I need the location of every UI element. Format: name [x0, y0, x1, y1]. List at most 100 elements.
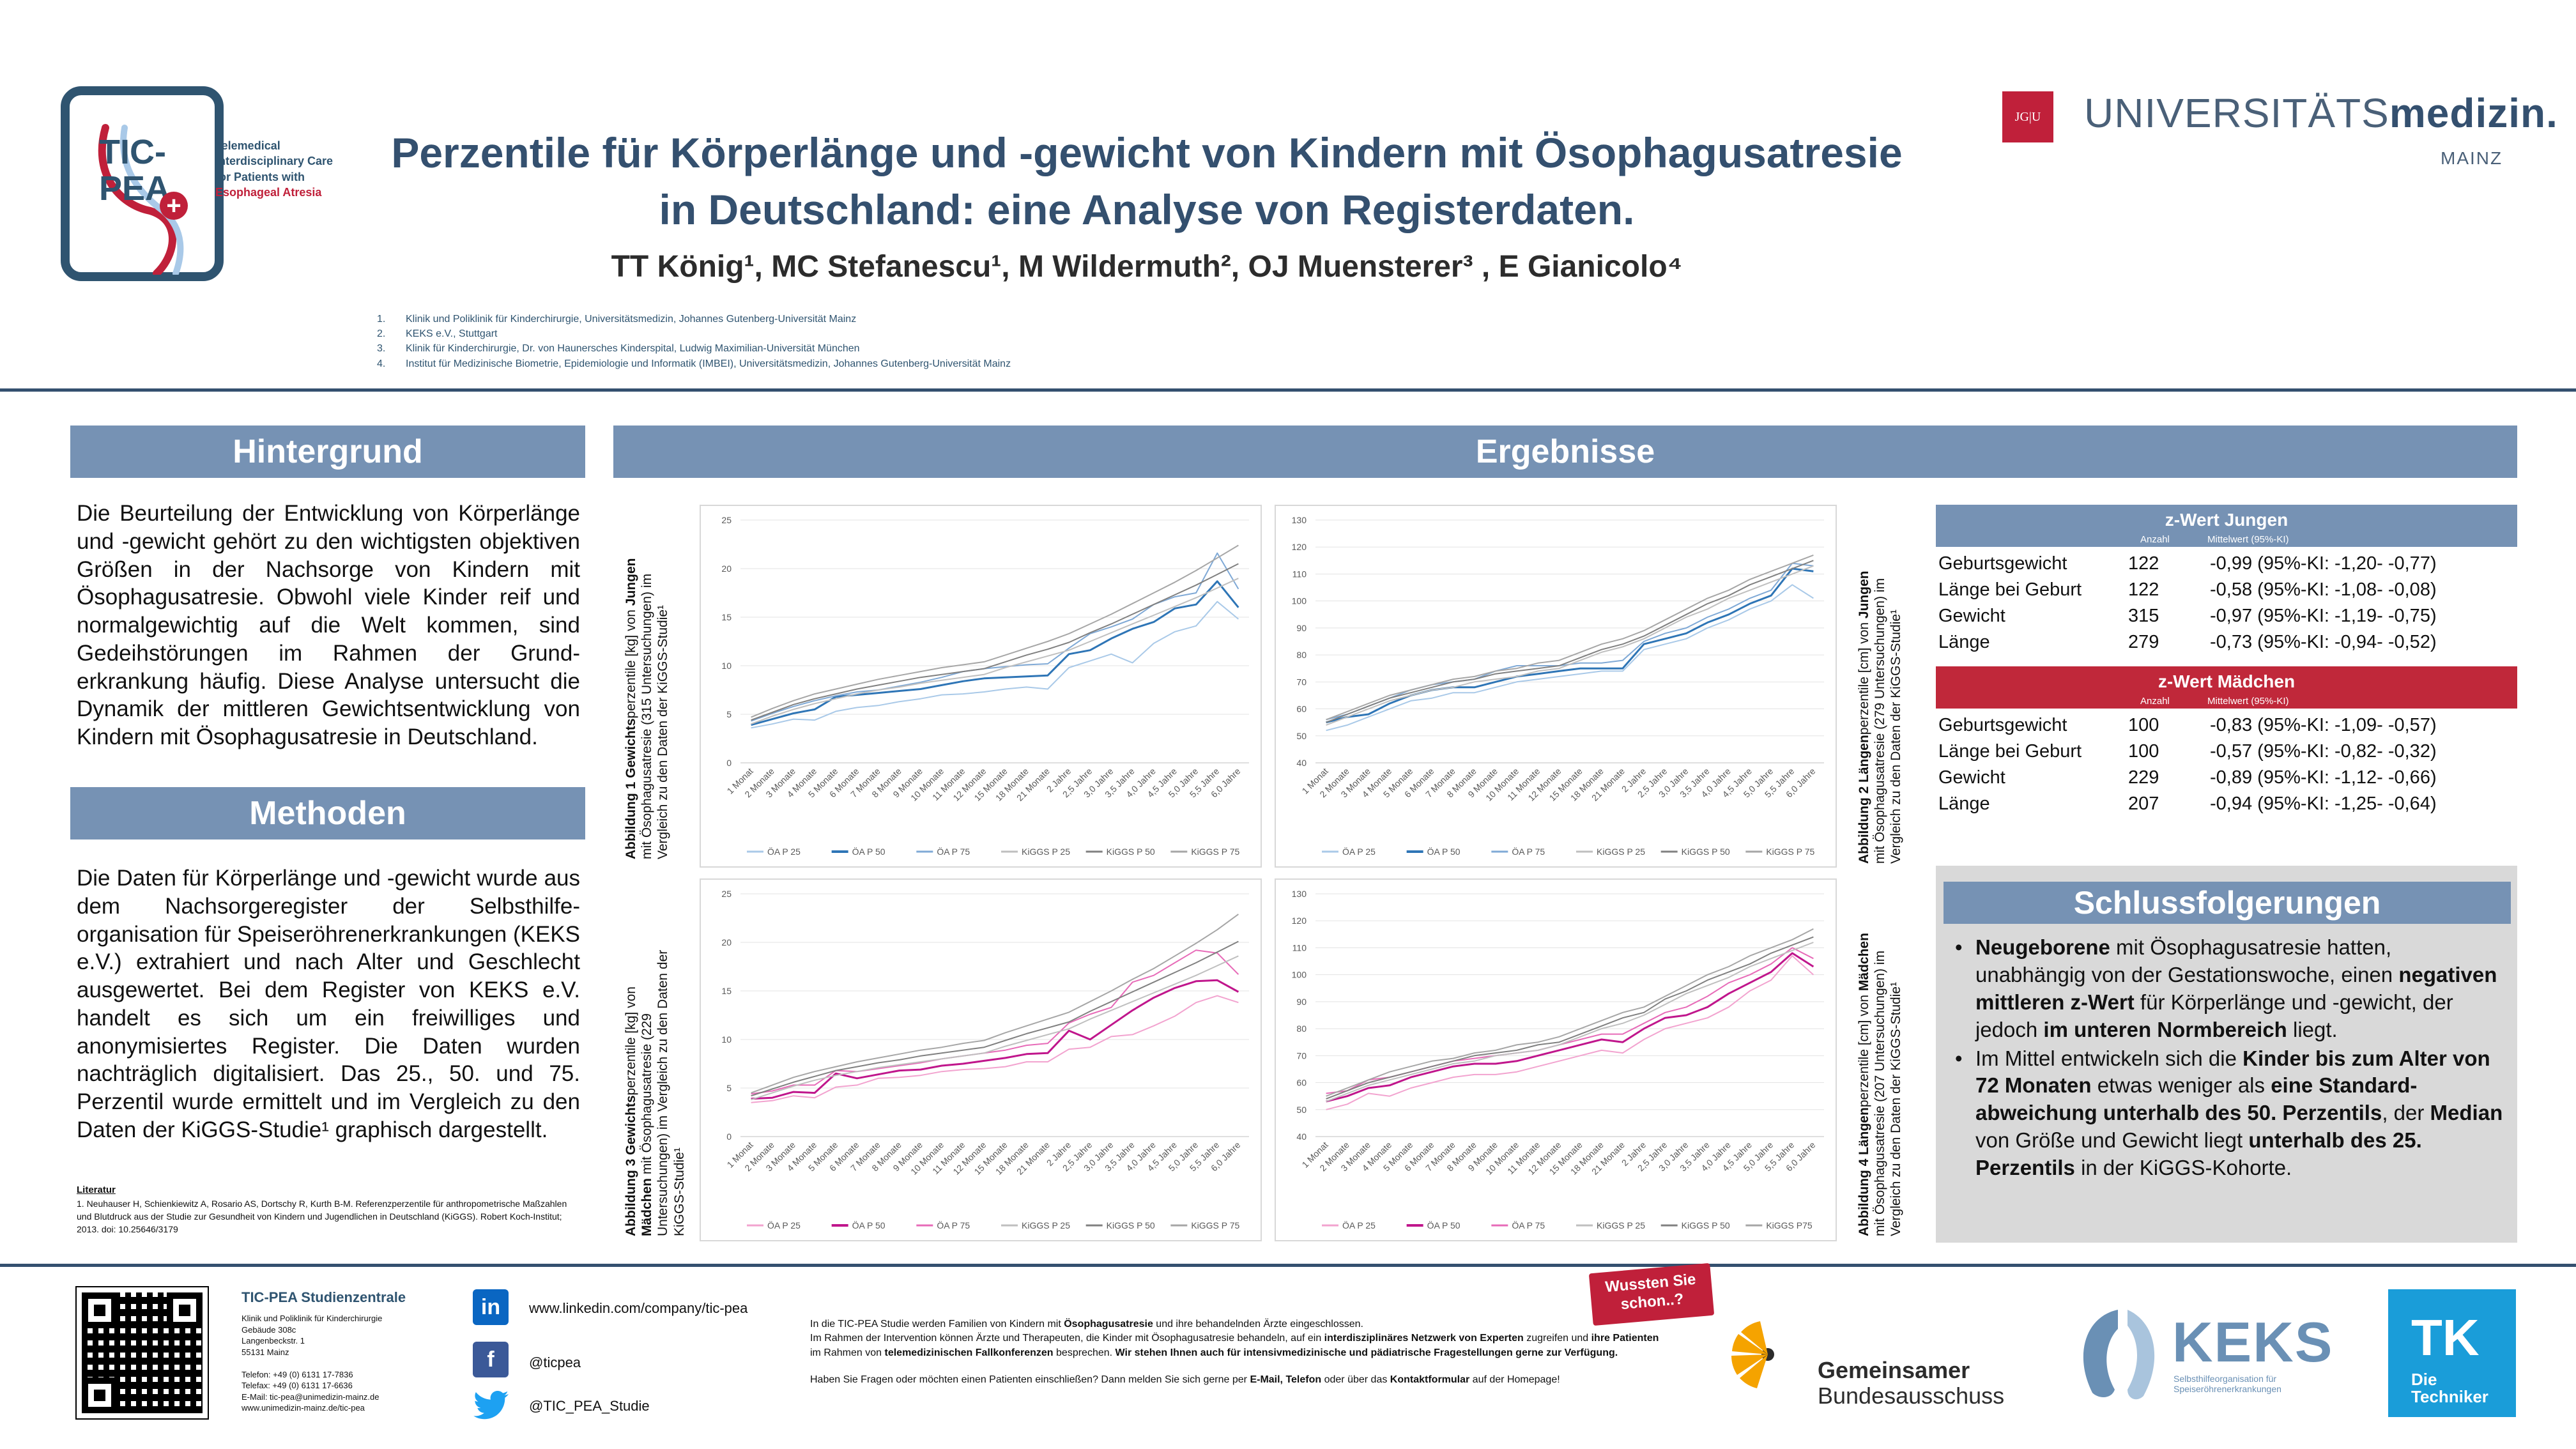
z-table-girls-header: z-Wert Mädchen Anzahl Mittelwert (95%-KI…	[1936, 666, 2517, 709]
z-row-value: -0,58 (95%-KI: -1,08- -0,08)	[2210, 579, 2437, 600]
z-row-value: -0,57 (95%-KI: -0,82- -0,32)	[2210, 741, 2437, 762]
y-tick-label: 15	[721, 986, 732, 996]
legend-label: ÖA P 75	[937, 846, 970, 857]
y-tick-label: 60	[1296, 1078, 1307, 1088]
authors: TT König¹, MC Stefanescu¹, M Wildermuth²…	[611, 250, 1683, 284]
z-row-label: Länge	[1938, 793, 1990, 814]
legend-label: ÖA P 75	[1512, 1220, 1545, 1230]
z-table-row: Gewicht 229 -0,89 (95%-KI: -1,12- -0,66)	[1938, 767, 2513, 790]
y-tick-label: 25	[721, 515, 732, 525]
z-row-value: -0,99 (95%-KI: -1,20- -0,77)	[2210, 553, 2437, 574]
z-row-label: Länge bei Geburt	[1938, 579, 2082, 600]
gba-logo-icon	[1731, 1321, 1774, 1388]
chart-weight-boys: 0 5 10 15 20 25 1 Monat 2 Monate 3 Monate 4 Monat…	[700, 505, 1262, 868]
z-row-count: 315	[2128, 606, 2159, 626]
y-tick-label: 130	[1292, 515, 1307, 525]
series-line	[1326, 554, 1814, 721]
y-tick-label: 80	[1296, 1023, 1307, 1034]
legend-label: ÖA P 75	[937, 1220, 970, 1230]
affiliation-item: 2. KEKS e.V., Stuttgart	[377, 328, 498, 340]
series-line	[1326, 584, 1814, 732]
legend-label: ÖA P 50	[1427, 846, 1460, 857]
y-tick-label: 5	[726, 709, 732, 719]
twitter-link[interactable]: @TIC_PEA_Studie	[529, 1398, 650, 1414]
legend-label: ÖA P 50	[852, 1220, 885, 1230]
literatur-text: 1. Neuhauser H, Schienkiewitz A, Rosario…	[77, 1198, 567, 1235]
tic-pea-logo-subtitle: Telemedical Interdisciplinary Care for P…	[215, 138, 333, 200]
conclusion-item: Neugeborene mit Ösophagusatresie hatten,…	[1955, 934, 2504, 1044]
series-line	[751, 995, 1239, 1103]
z-table-row: Gewicht 315 -0,97 (95%-KI: -1,19- -0,75)	[1938, 606, 2513, 629]
z-table-row: Geburtsgewicht 100 -0,83 (95%-KI: -1,09- -…	[1938, 715, 2513, 738]
keks-logo-text: KEKS	[2172, 1310, 2334, 1374]
qr-code[interactable]	[75, 1286, 209, 1420]
legend-label: KiGGS P75	[1766, 1220, 1813, 1230]
header-divider	[0, 388, 2576, 392]
title-line2: in Deutschland: eine Analyse von Registe…	[659, 186, 1635, 234]
legend-label: ÖA P 25	[1342, 1220, 1376, 1230]
hintergrund-text: Die Beurteilung der Entwicklung von Körp…	[77, 501, 580, 749]
series-line	[751, 563, 1239, 721]
series-line	[751, 578, 1239, 725]
z-row-value: -0,94 (95%-KI: -1,25- -0,64)	[2210, 793, 2437, 814]
y-tick-label: 110	[1292, 942, 1307, 953]
y-tick-label: 50	[1296, 731, 1307, 741]
z-row-count: 100	[2128, 715, 2159, 735]
y-tick-label: 0	[726, 1131, 732, 1142]
z-row-label: Geburtsgewicht	[1938, 553, 2067, 574]
y-tick-label: 100	[1292, 596, 1307, 606]
methoden-text: Die Daten für Körperlänge und -gewicht w…	[77, 866, 580, 1142]
z-table-boys-header: z-Wert Jungen Anzahl Mittelwert (95%-KI)	[1936, 505, 2517, 547]
z-row-count: 122	[2128, 553, 2159, 574]
legend-label: KiGGS P 25	[1022, 1220, 1070, 1230]
series-line	[751, 544, 1239, 718]
logo-name-line2: PEA	[99, 169, 171, 208]
z-table-row: Länge bei Geburt 122 -0,58 (95%-KI: -1,08-…	[1938, 579, 2513, 602]
linkedin-link[interactable]: www.linkedin.com/company/tic-pea	[529, 1300, 748, 1316]
affiliation-item: 4. Institut für Medizinische Biometrie, E…	[377, 358, 1011, 369]
footer-tic-title: TIC-PEA Studienzentrale	[241, 1289, 406, 1305]
series-line	[1326, 928, 1814, 1097]
y-tick-label: 120	[1292, 916, 1307, 926]
conclusions-list: Neugeborene mit Ösophagusatresie hatten,…	[1955, 934, 2504, 1183]
poster-title: Perzentile für Körperlänge und -gewicht …	[358, 125, 1936, 238]
linkedin-icon[interactable]: in	[473, 1289, 509, 1325]
tic-pea-logo-frame	[61, 86, 224, 281]
logo-sub-line3: for Patients with	[215, 170, 305, 183]
z-row-value: -0,89 (95%-KI: -1,12- -0,66)	[2210, 767, 2437, 788]
legend-label: ÖA P 50	[852, 846, 885, 857]
footer-address: Klinik und Poliklinik für Kinderchirurgi…	[241, 1314, 383, 1413]
y-tick-label: 40	[1296, 1131, 1307, 1142]
series-line	[1326, 936, 1814, 1100]
chart-length-girls: 40 50 60 70 80 90 100 110 120 130 1 Monat 2 Monate 3…	[1275, 878, 1837, 1241]
footer-info-text: In die TIC-PEA Studie werden Familien vo…	[810, 1319, 1659, 1386]
legend-label: ÖA P 25	[1342, 846, 1376, 857]
wussten-sie-schon-badge: Wussten Sie schon..?	[1588, 1262, 1715, 1326]
tk-logo: TK Die Techniker	[2388, 1289, 2516, 1417]
y-tick-label: 40	[1296, 758, 1307, 768]
gba-logo-text: Gemeinsamer Bundesausschuss	[1818, 1357, 2005, 1409]
literatur: Literatur 1. Neuhauser H, Schienkiewitz …	[77, 1183, 581, 1236]
twitter-icon[interactable]	[473, 1388, 511, 1423]
z-row-label: Gewicht	[1938, 606, 2005, 626]
section-heading-schlussfolgerungen: Schlussfolgerungen	[1943, 882, 2511, 924]
z-row-count: 229	[2128, 767, 2159, 788]
title-line1: Perzentile für Körperlänge und -gewicht …	[391, 129, 1903, 176]
series-line	[751, 580, 1239, 726]
z-table-row: Länge bei Geburt 100 -0,57 (95%-KI: -0,82-…	[1938, 741, 2513, 764]
y-tick-label: 15	[721, 612, 732, 622]
figure-4-caption: Abbildung 4 Längenperzentile [cm] von Mä…	[1857, 933, 1904, 1236]
facebook-link[interactable]: @ticpea	[529, 1354, 581, 1370]
legend-label: KiGGS P 75	[1766, 847, 1814, 857]
y-tick-label: 10	[721, 661, 732, 671]
section-heading-ergebnisse: Ergebnisse	[613, 425, 2517, 478]
y-tick-label: 20	[721, 564, 732, 574]
y-tick-label: 120	[1292, 542, 1307, 552]
legend-label: KiGGS P 75	[1191, 1220, 1239, 1230]
y-tick-label: 70	[1296, 677, 1307, 687]
z-table-row: Geburtsgewicht 122 -0,99 (95%-KI: -1,20- -…	[1938, 553, 2513, 576]
facebook-icon[interactable]: f	[473, 1342, 509, 1377]
unimedizin-logo: UNIVERSITÄTSmedizin.	[2084, 90, 2558, 136]
figure-2-caption: Abbildung 2 Längenperzentile [cm] von Ju…	[1857, 571, 1904, 864]
